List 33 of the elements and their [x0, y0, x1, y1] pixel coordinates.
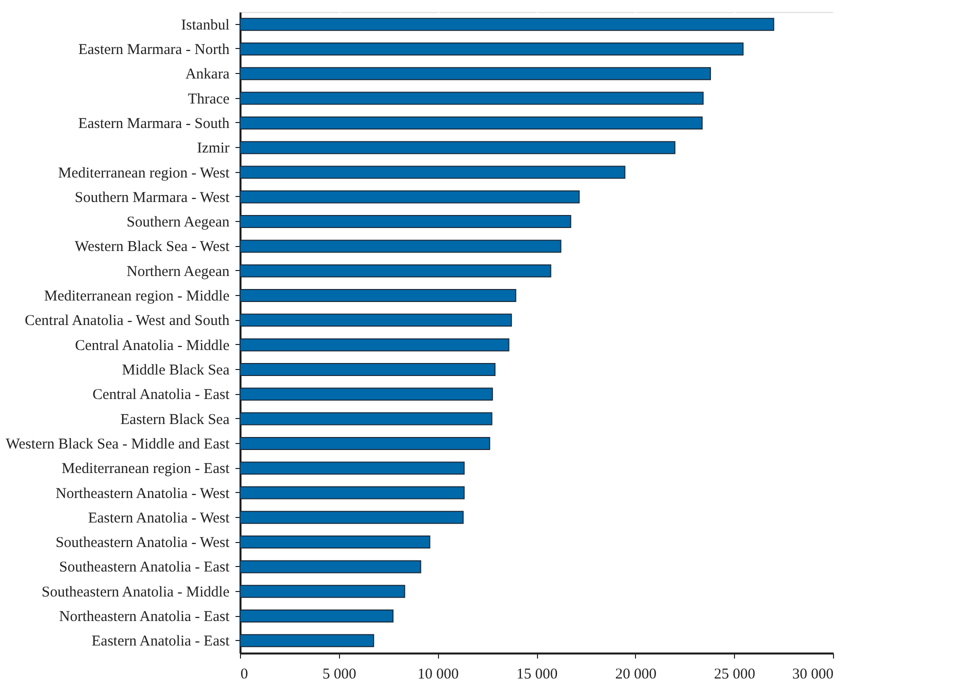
x-tick-label: 25 000: [714, 666, 756, 682]
y-tick-label: Western Black Sea - Middle and East: [6, 436, 230, 452]
x-tick-label: 30 000: [792, 666, 834, 682]
y-tick-label: Mediterranean region - West: [58, 165, 230, 182]
y-tick-label: Northern Aegean: [126, 264, 230, 280]
x-tick-label: 15 000: [516, 666, 558, 682]
y-tick-label: Mediterranean region - Middle: [44, 288, 230, 305]
y-tick-label: Thrace: [188, 91, 230, 108]
y-tick-label: Eastern Anatolia - West: [88, 510, 230, 526]
y-tick-label: Middle Black Sea: [122, 362, 230, 378]
y-tick-label: Western Black Sea - West: [74, 239, 230, 256]
y-tick-label: Mediterranean region - East: [62, 461, 230, 478]
y-tick-label: Eastern Marmara - North: [78, 42, 230, 58]
y-tick-label: Southeastern Anatolia - East: [59, 560, 230, 576]
y-tick-label: Southern Aegean: [126, 214, 230, 231]
y-tick-label: Istanbul: [181, 17, 230, 34]
y-tick-label: Izmir: [197, 140, 230, 157]
y-tick-label: Eastern Anatolia - East: [92, 634, 230, 650]
y-tick-label: Central Anatolia - East: [92, 387, 230, 404]
x-tick-label: 20 000: [615, 666, 656, 682]
y-tick-label: Central Anatolia - West and South: [24, 313, 230, 330]
x-tick-label: 5 000: [322, 666, 356, 682]
y-tick-label: Southeastern Anatolia - West: [56, 535, 230, 552]
y-tick-label: Southeastern Anatolia - Middle: [42, 584, 230, 600]
y-tick-label: Northeastern Anatolia - West: [56, 486, 230, 502]
y-tick-label: Ankara: [185, 66, 230, 83]
x-tick-label: 10 000: [418, 666, 459, 682]
y-tick-label: Eastern Black Sea: [120, 412, 230, 428]
y-tick-label: Southern Marmara - West: [74, 190, 230, 206]
y-tick-label: Northeastern Anatolia - East: [59, 609, 230, 626]
x-tick-label: 0: [240, 666, 248, 682]
y-tick-label: Central Anatolia - Middle: [74, 338, 230, 354]
y-tick-label: Eastern Marmara - South: [78, 116, 230, 132]
